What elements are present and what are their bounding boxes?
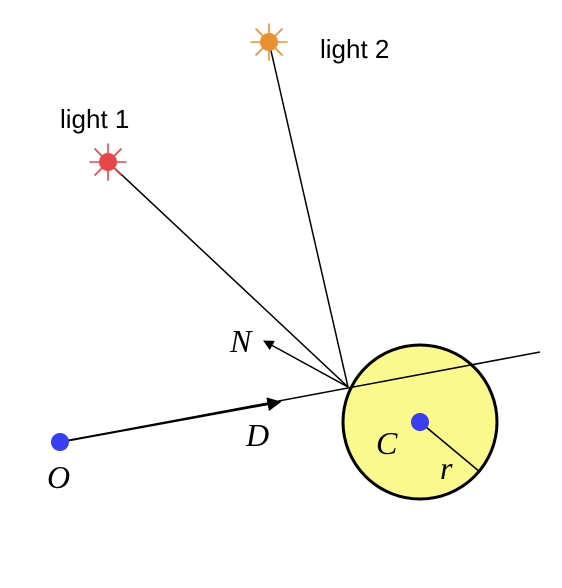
radius-label: r: [440, 450, 453, 486]
point-icon: [411, 413, 429, 431]
light-source-icon: [89, 143, 127, 181]
light2-ray: [268, 41, 349, 388]
radius-line: [419, 421, 481, 473]
normal-arrow: [263, 340, 349, 388]
light-source-icon: [250, 23, 288, 61]
point-icon: [51, 433, 69, 451]
normal-label: N: [229, 323, 253, 359]
origin-label: O: [47, 459, 70, 495]
center-label: C: [376, 425, 398, 461]
direction-label: D: [245, 417, 269, 453]
direction-arrow: [59, 397, 282, 443]
light2-label: light 2: [320, 34, 389, 64]
light1-ray: [107, 161, 349, 388]
light1-label: light 1: [60, 104, 129, 134]
